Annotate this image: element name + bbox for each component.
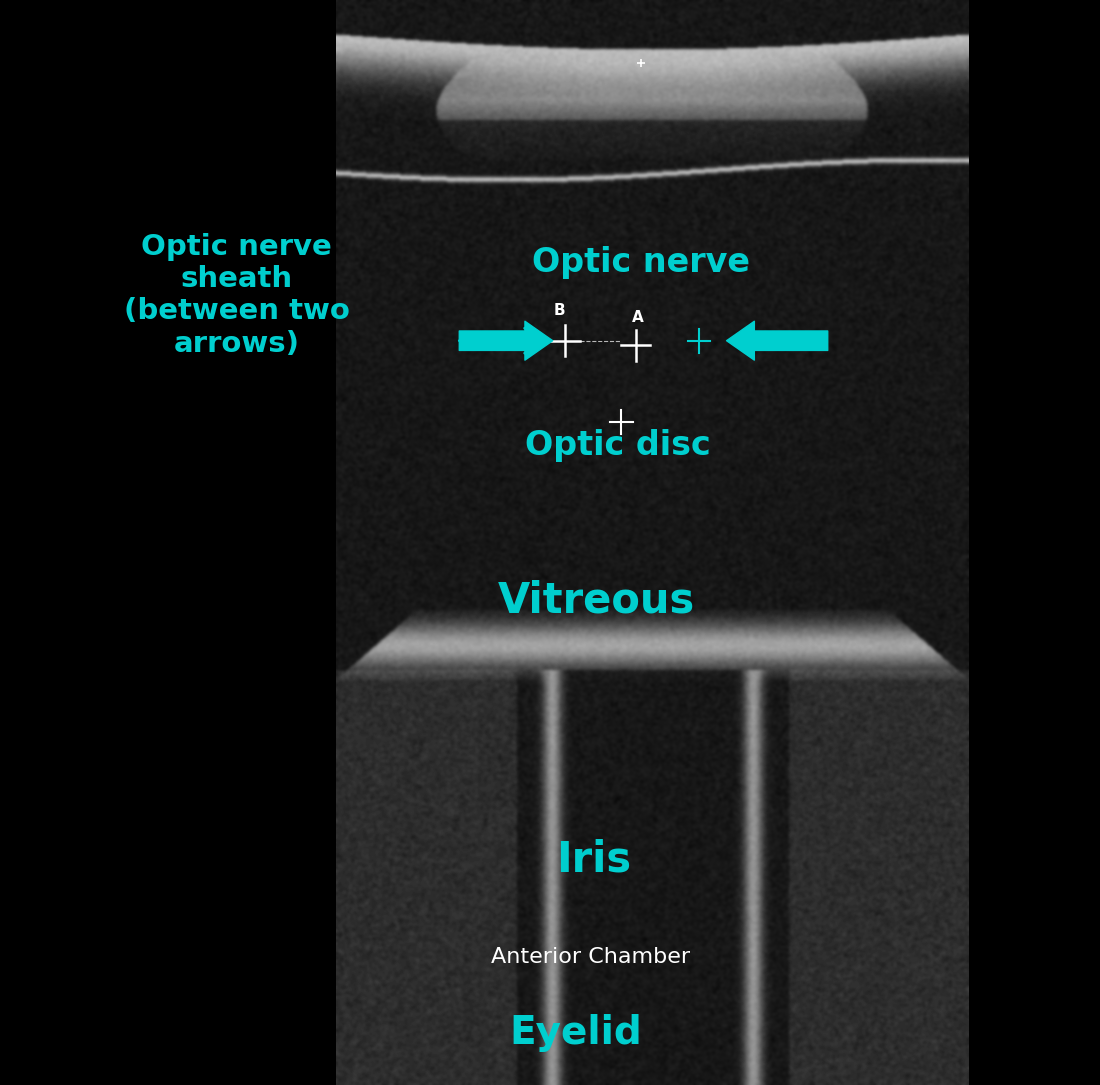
Text: Optic nerve
sheath
(between two
arrows): Optic nerve sheath (between two arrows) [123,232,350,358]
FancyArrowPatch shape [460,321,552,360]
Text: Vitreous: Vitreous [497,579,695,621]
Text: Optic disc: Optic disc [526,430,711,462]
Text: B: B [554,303,565,318]
Text: Iris: Iris [557,839,631,880]
Text: Anterior Chamber: Anterior Chamber [491,947,691,967]
FancyArrowPatch shape [727,321,827,360]
Text: Eyelid: Eyelid [509,1013,641,1052]
Text: A: A [632,310,644,326]
Text: Optic nerve: Optic nerve [532,246,750,279]
